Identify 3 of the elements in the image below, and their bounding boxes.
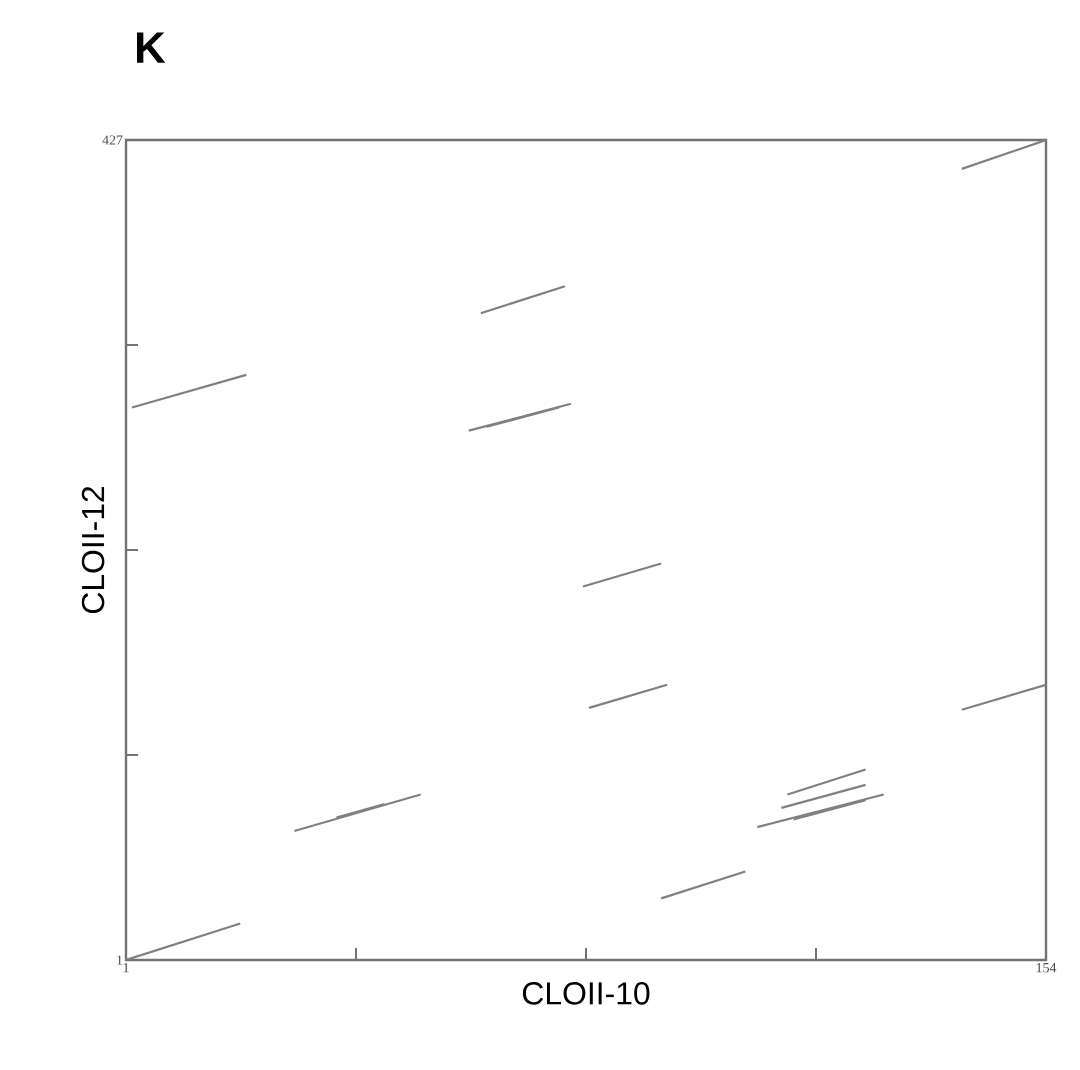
chart-title: K <box>137 32 166 63</box>
y-axis-title: CLOII-12 <box>81 486 105 614</box>
x-axis-title: CLOII-10 <box>522 982 650 1005</box>
